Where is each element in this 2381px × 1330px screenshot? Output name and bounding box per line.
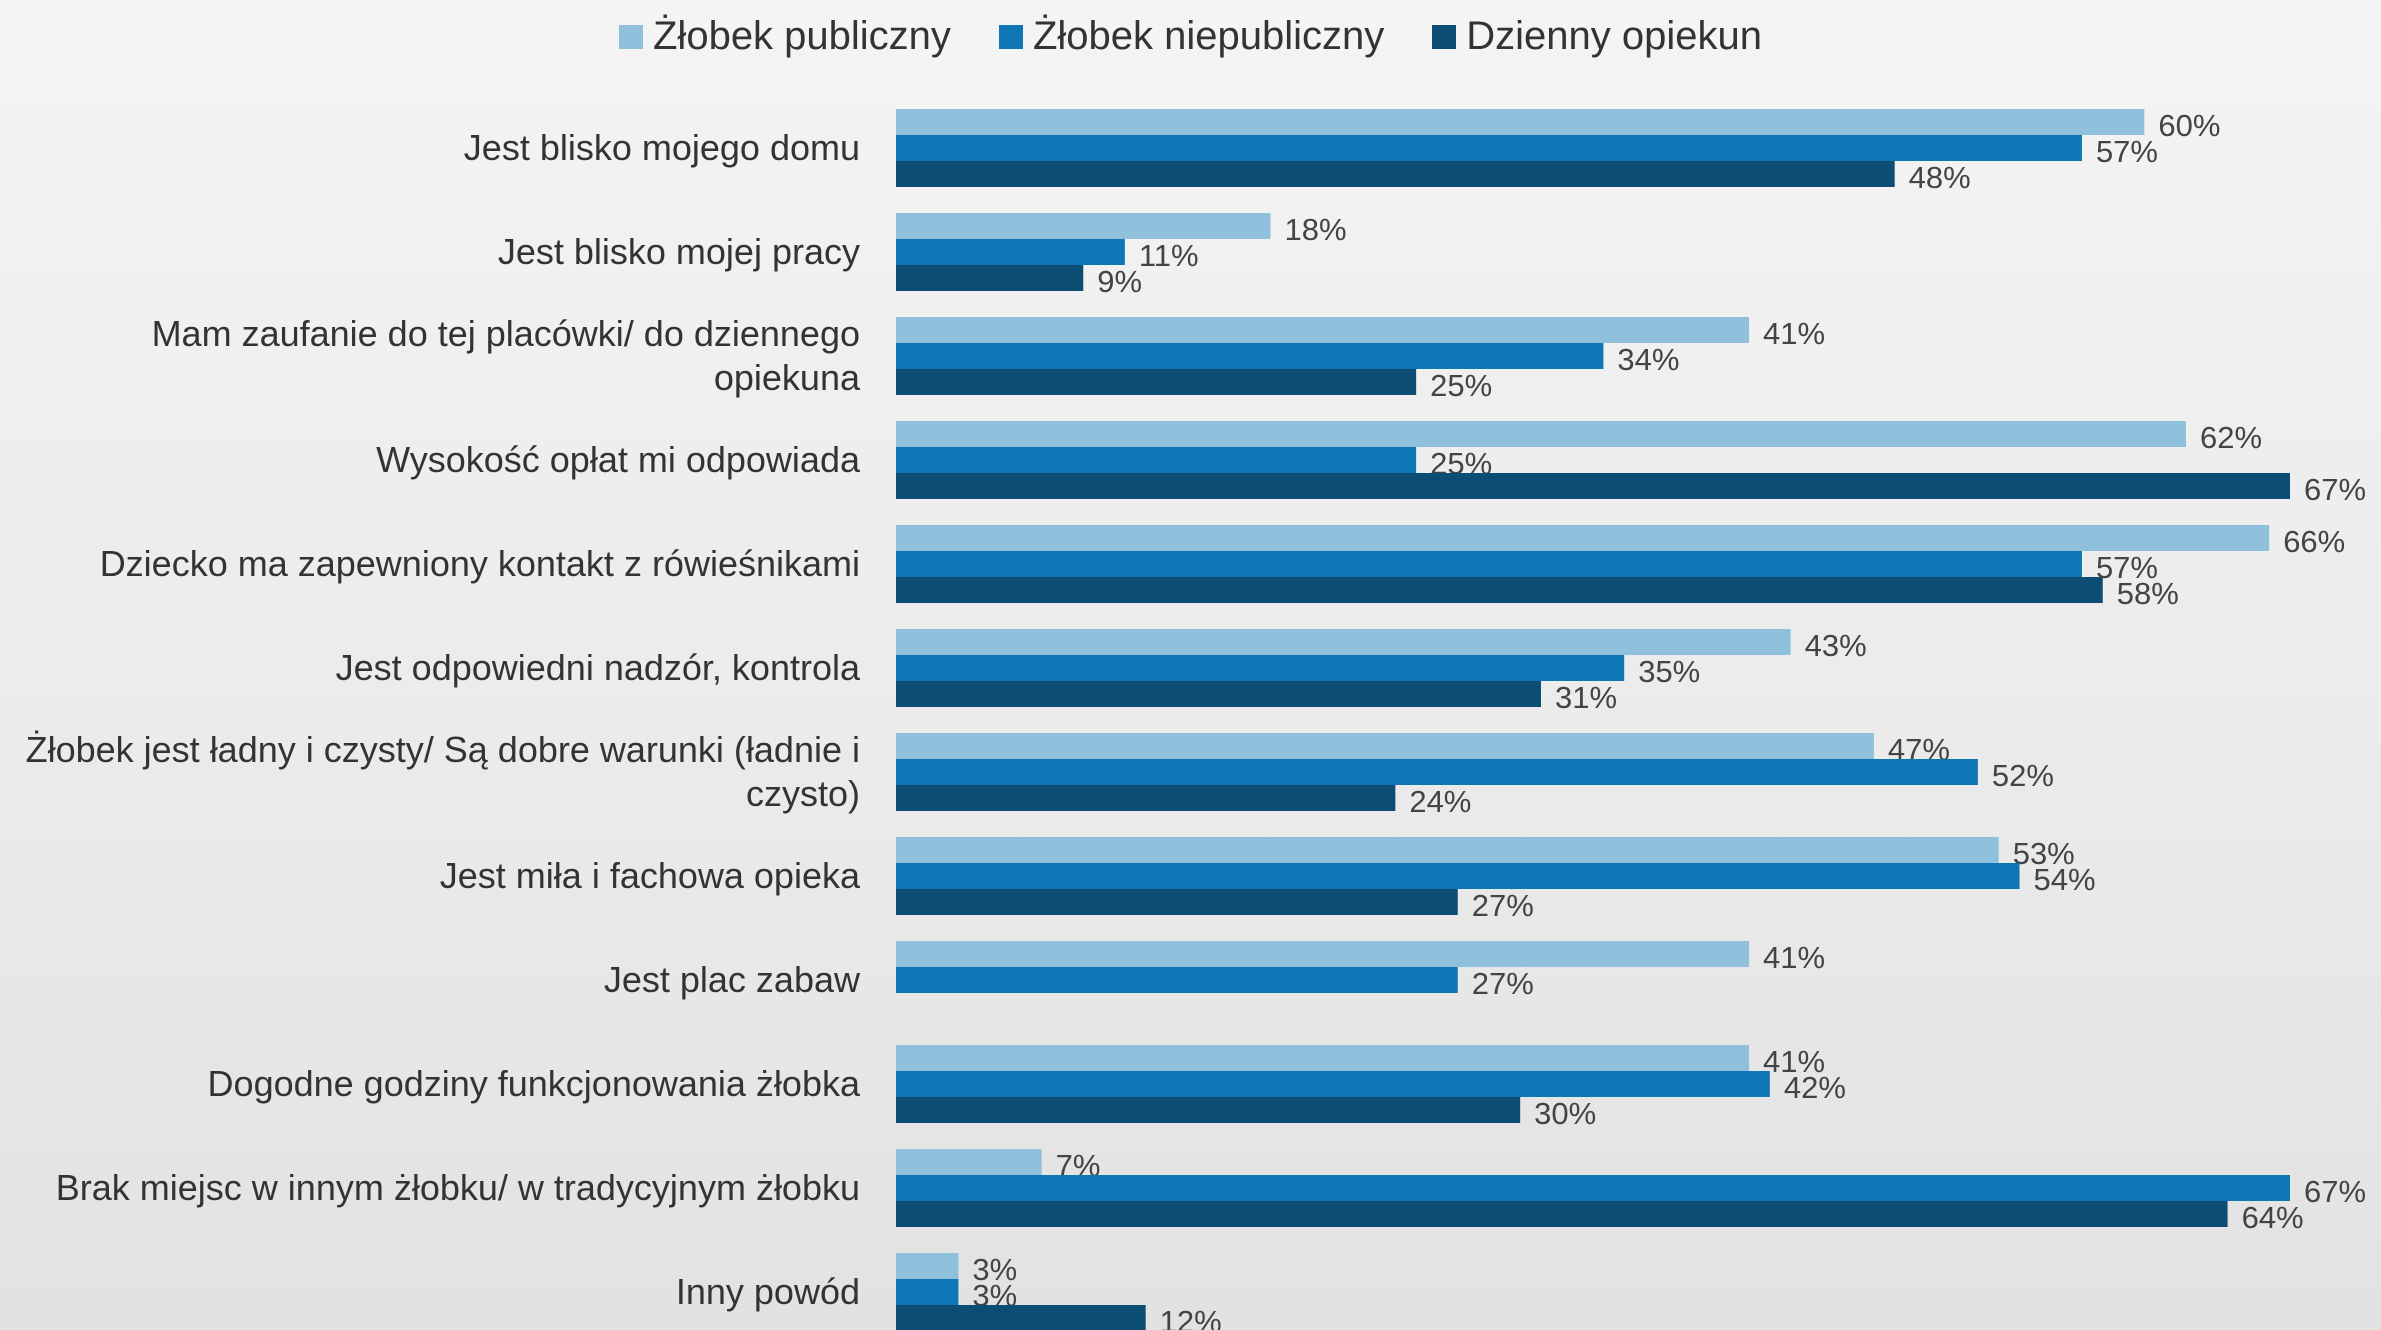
value-label: 62% [2200, 420, 2262, 455]
bar [896, 863, 2020, 889]
value-label: 27% [1472, 888, 1534, 923]
bar [896, 343, 1604, 369]
bar [896, 109, 2145, 135]
value-label: 3% [972, 1252, 1017, 1287]
bar [896, 1175, 2290, 1201]
category-label: Jest miła i fachowa opieka [439, 855, 860, 896]
value-label: 27% [1472, 966, 1534, 1001]
bar [896, 967, 1458, 993]
value-label: 48% [1909, 160, 1971, 195]
bar [896, 1279, 959, 1305]
bar [896, 759, 1978, 785]
bar [896, 265, 1084, 291]
value-label: 52% [1992, 758, 2054, 793]
value-label: 31% [1555, 680, 1617, 715]
value-label: 53% [2013, 836, 2075, 871]
legend-label: Żłobek publiczny [653, 14, 951, 58]
category-label: Jest plac zabaw [603, 959, 860, 1000]
value-label: 67% [2304, 472, 2366, 507]
legend-item: Żłobek publiczny [619, 14, 951, 59]
bar [896, 1045, 1750, 1071]
value-label: 57% [2096, 134, 2158, 169]
category-label: Jest odpowiedni nadzór, kontrola [335, 647, 860, 688]
category-label: Inny powód [675, 1271, 860, 1312]
bar [896, 1201, 2228, 1227]
value-label: 12% [1160, 1304, 1222, 1330]
legend: Żłobek publiczny Żłobek niepubliczny Dzien… [0, 14, 2381, 59]
legend-item: Żłobek niepubliczny [998, 14, 1385, 59]
value-label: 57% [2096, 550, 2158, 585]
category-label: Dogodne godziny funkcjonowania żłobka [207, 1063, 860, 1104]
value-label: 58% [2117, 576, 2179, 611]
bar [896, 473, 2290, 499]
category-label: Żłobek jest ładny i czysty/ Są dobre war… [25, 729, 860, 814]
bar [896, 733, 1874, 759]
value-label: 25% [1430, 368, 1492, 403]
bar [896, 785, 1396, 811]
value-label: 11% [1139, 238, 1199, 273]
bar [896, 317, 1750, 343]
value-label: 41% [1763, 316, 1825, 351]
bar [896, 369, 1417, 395]
bar [896, 889, 1458, 915]
bar [896, 239, 1125, 265]
value-label: 42% [1784, 1070, 1846, 1105]
value-label: 43% [1805, 628, 1867, 663]
bar [896, 551, 2082, 577]
category-label: Wysokość opłat mi odpowiada [376, 439, 860, 480]
value-label: 66% [2283, 524, 2345, 559]
bar [896, 837, 1999, 863]
legend-swatch [1432, 24, 1457, 49]
value-label: 30% [1534, 1096, 1596, 1131]
legend-label: Żłobek niepubliczny [1032, 14, 1385, 58]
legend-swatch [619, 24, 643, 49]
bar [896, 1253, 959, 1279]
bar [896, 577, 2103, 603]
bar [896, 447, 1417, 473]
legend-swatch [998, 24, 1023, 49]
legend-label: Dzienny opiekun [1466, 14, 1762, 58]
value-label: 67% [2304, 1174, 2366, 1209]
value-label: 34% [1617, 342, 1679, 377]
bar [896, 1305, 1146, 1330]
bar [896, 525, 2270, 551]
bar [896, 629, 1791, 655]
category-label: Jest blisko mojej pracy [497, 231, 860, 272]
bar [896, 1071, 1770, 1097]
value-label: 41% [1763, 1044, 1825, 1079]
category-label: Dziecko ma zapewniony kontakt z rówieśni… [99, 543, 860, 584]
bar [896, 1097, 1521, 1123]
value-label: 54% [2034, 862, 2096, 897]
bar [896, 213, 1271, 239]
bar [896, 161, 1895, 187]
bar [896, 941, 1750, 967]
bar [896, 421, 2186, 447]
value-label: 64% [2242, 1200, 2304, 1235]
value-label: 9% [1097, 264, 1142, 299]
category-label: Jest blisko mojego domu [463, 127, 860, 168]
bar [896, 135, 2082, 161]
bar [896, 655, 1625, 681]
bar [896, 681, 1541, 707]
value-label: 60% [2158, 108, 2220, 143]
bar [896, 1149, 1042, 1175]
legend-item: Dzienny opiekun [1432, 14, 1762, 59]
value-label: 24% [1409, 784, 1471, 819]
value-label: 35% [1638, 654, 1700, 689]
category-label: Brak miejsc w innym żłobku/ w tradycyjny… [55, 1167, 860, 1208]
category-label: Mam zaufanie do tej placówki/ do dzienne… [151, 313, 860, 398]
value-label: 18% [1285, 212, 1347, 247]
value-label: 41% [1763, 940, 1825, 975]
